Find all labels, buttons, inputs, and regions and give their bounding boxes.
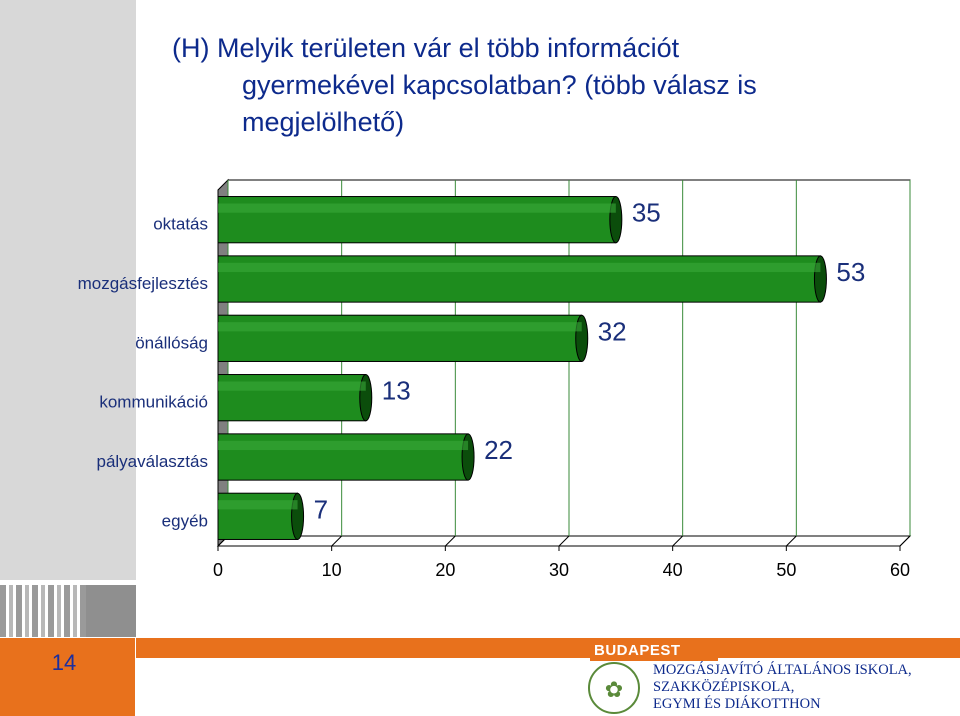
bar-highlight [218,440,469,451]
category-label: kommunikáció [99,393,208,412]
bar [217,433,469,481]
school-line-3: EGYMI ÉS DIÁKOTTHON [653,696,821,712]
bar-highlight [218,381,366,391]
bar-highlight [218,500,298,510]
data-label: 13 [382,376,411,406]
gridline-floor [444,535,456,547]
bar-highlight [218,322,582,332]
budapest-logo: BUDAPEST [590,641,718,661]
school-seal-icon: ✿ [588,662,640,714]
bar [217,374,367,422]
bar-highlight [218,203,616,213]
data-label: 35 [632,198,661,228]
bar-highlight [218,262,821,273]
category-label: pályaválasztás [96,452,208,471]
category-label: egyéb [162,511,208,530]
x-tick-label: 30 [549,560,569,580]
footer-left-panel [0,638,135,716]
slide-title: (H) Melyik területen vár el több informá… [172,30,932,141]
sidebar-decoration [0,0,136,580]
x-tick-label: 50 [776,560,796,580]
x-tick-label: 0 [213,560,223,580]
bar [217,314,583,362]
title-line-2: gyermekével kapcsolatban? (több válasz i… [242,70,757,100]
category-label: mozgásfejlesztés [78,274,208,293]
footer-orange-band [136,638,960,658]
category-label: oktatás [153,215,208,234]
gridline-floor [899,535,911,547]
x-tick-label: 10 [322,560,342,580]
data-label: 32 [598,316,627,346]
page-number: 14 [51,650,77,675]
gridline-floor [785,535,797,547]
gridline-floor [672,535,684,547]
school-line-1: MOZGÁSJAVÍTÓ ÁLTALÁNOS ISKOLA, [653,662,912,678]
bar-end [575,314,589,362]
x-tick-label: 60 [890,560,910,580]
title-line-1: (H) Melyik területen vár el több informá… [172,33,680,63]
data-label: 22 [484,435,513,465]
stripe-block-decoration [86,585,136,637]
bar-end [461,433,475,481]
data-label: 53 [836,257,865,287]
bar-chart: 0 10 20 30 40 50 60 oktatás 35 mozgásfejlesztés 53… [78,178,912,580]
x-tick-label: 40 [663,560,683,580]
x-tick-label: 20 [435,560,455,580]
gridline-floor [558,535,570,547]
gridline-floor [331,535,343,547]
bar-end [359,374,373,422]
data-label: 7 [314,494,328,524]
bar [217,492,299,540]
school-line-2: SZAKKÖZÉPISKOLA, [653,679,795,695]
school-name: MOZGÁSJAVÍTÓ ÁLTALÁNOS ISKOLA, SZAKKÖZÉP… [653,662,912,713]
category-label: önállóság [135,333,208,352]
title-line-3: megjelölhető) [242,107,405,137]
